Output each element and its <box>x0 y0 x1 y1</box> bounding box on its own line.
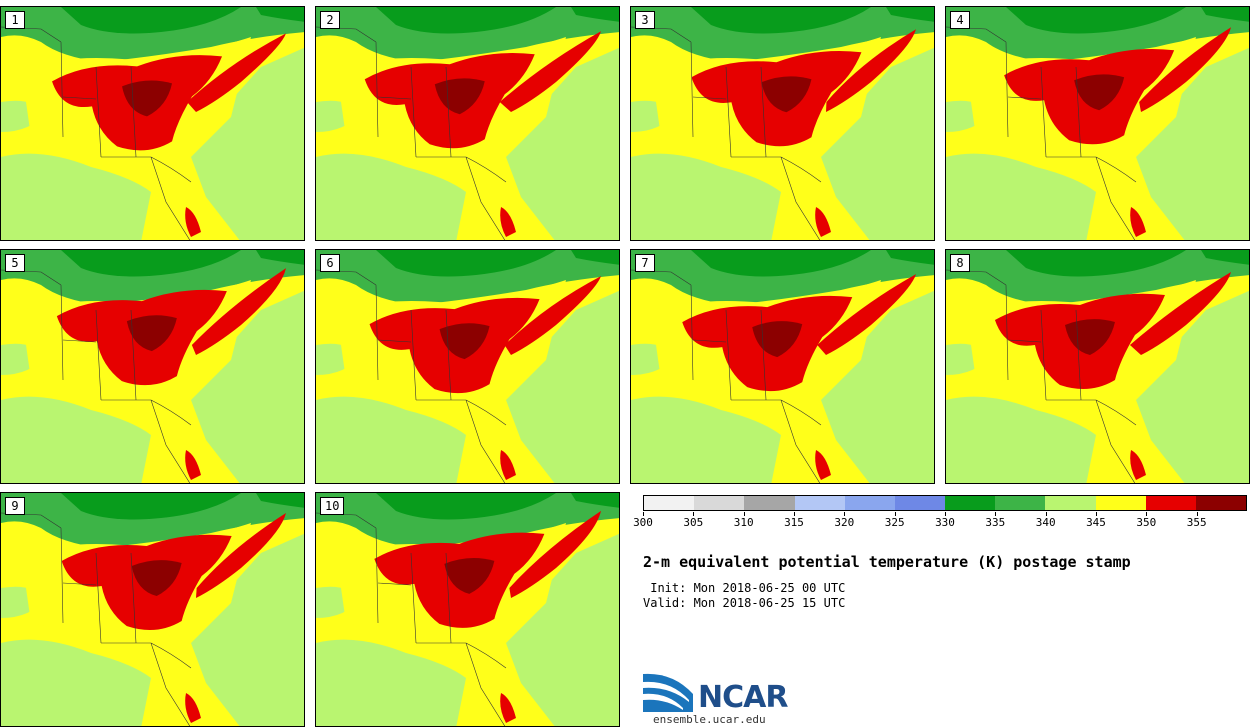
panel-number-label: 5 <box>5 254 25 272</box>
colorbar-tick-label: 345 <box>1086 516 1106 529</box>
colorbar-segment <box>744 496 795 510</box>
panel-number-label: 3 <box>635 11 655 29</box>
state-boundaries <box>316 269 507 483</box>
map-canvas <box>631 7 934 240</box>
member-panel-9[interactable]: 9 <box>0 492 305 727</box>
map-title: 2-m equivalent potential temperature (K)… <box>643 553 1131 571</box>
init-time: Init: Mon 2018-06-25 00 UTC <box>643 581 846 595</box>
panel-number-label: 2 <box>320 11 340 29</box>
map-canvas <box>1 493 304 726</box>
colorbar-segment <box>945 496 996 510</box>
member-panel-7[interactable]: 7 <box>630 249 935 484</box>
state-boundaries <box>1 269 192 483</box>
colorbar-segment <box>894 496 946 510</box>
map-canvas <box>631 250 934 483</box>
colorbar-segment <box>1095 496 1146 510</box>
colorbar-segment <box>1145 496 1196 510</box>
colorbar-tick <box>643 512 644 516</box>
panel-number-label: 6 <box>320 254 340 272</box>
colorbar-tick <box>794 512 795 516</box>
state-boundaries <box>1 26 192 240</box>
colorbar-segment <box>694 496 745 510</box>
valid-time: Valid: Mon 2018-06-25 15 UTC <box>643 596 846 610</box>
colorbar-tick-label: 340 <box>1035 516 1056 529</box>
colorbar-tick-label: 355 <box>1186 516 1207 529</box>
panel-number-label: 4 <box>950 11 970 29</box>
colorbar-tick <box>945 512 946 516</box>
colorbar-tick-label: 325 <box>884 516 905 529</box>
map-canvas <box>1 7 304 240</box>
state-boundaries <box>946 26 1137 240</box>
panel-number-label: 1 <box>5 11 25 29</box>
colorbar-segment <box>995 496 1046 510</box>
ncar-logo-icon <box>643 673 693 712</box>
colorbar-tick-label: 320 <box>834 516 855 529</box>
state-boundaries <box>1 512 192 726</box>
colorbar-segment <box>1195 496 1247 510</box>
colorbar-segment <box>644 496 695 510</box>
map-canvas <box>946 7 1249 240</box>
member-panel-4[interactable]: 4 <box>945 6 1250 241</box>
state-boundaries <box>316 512 507 726</box>
member-panel-2[interactable]: 2 <box>315 6 620 241</box>
panel-number-label: 9 <box>5 497 25 515</box>
colorbar-tick <box>1045 512 1047 516</box>
colorbar-ticks: 300 305 310 315 320 325 330 335 340 345 350 355 <box>633 512 1247 532</box>
colorbar <box>643 495 1247 511</box>
state-boundaries <box>631 26 822 240</box>
member-panel-3[interactable]: 3 <box>630 6 935 241</box>
member-panel-1[interactable]: 1 <box>0 6 305 241</box>
map-canvas <box>316 7 619 240</box>
member-panel-6[interactable]: 6 <box>315 249 620 484</box>
colorbar-tick <box>1096 512 1097 516</box>
member-panel-5[interactable]: 5 <box>0 249 305 484</box>
map-canvas <box>1 250 304 483</box>
colorbar-tick-label: 335 <box>985 516 1006 529</box>
panel-number-label: 8 <box>950 254 970 272</box>
map-canvas <box>946 250 1249 483</box>
colorbar-tick <box>1146 512 1148 516</box>
colorbar-segment <box>844 496 895 510</box>
colorbar-segment <box>1045 496 1096 510</box>
member-panel-10[interactable]: 10 <box>315 492 620 727</box>
colorbar-tick-label: 350 <box>1136 516 1157 529</box>
colorbar-tick-label: 300 <box>633 516 653 529</box>
map-canvas <box>316 493 619 726</box>
state-boundaries <box>631 269 822 483</box>
panel-number-label: 7 <box>635 254 655 272</box>
colorbar-segment <box>794 496 845 510</box>
panel-number-label: 10 <box>320 497 345 515</box>
state-boundaries <box>946 269 1137 483</box>
colorbar-tick <box>995 512 997 516</box>
colorbar-tick-label: 330 <box>935 516 955 529</box>
colorbar-tick <box>693 512 695 516</box>
member-panel-8[interactable]: 8 <box>945 249 1250 484</box>
map-canvas <box>316 250 619 483</box>
colorbar-tick <box>743 512 745 516</box>
ncar-url[interactable]: ensemble.ucar.edu <box>653 713 766 726</box>
colorbar-tick <box>1196 512 1198 516</box>
colorbar-tick <box>894 512 896 516</box>
colorbar-tick-label: 315 <box>784 516 804 529</box>
colorbar-tick <box>844 512 846 516</box>
colorbar-tick-label: 305 <box>683 516 704 529</box>
state-boundaries <box>316 26 507 240</box>
ncar-logo-text: NCAR <box>698 680 788 715</box>
colorbar-tick-label: 310 <box>733 516 754 529</box>
